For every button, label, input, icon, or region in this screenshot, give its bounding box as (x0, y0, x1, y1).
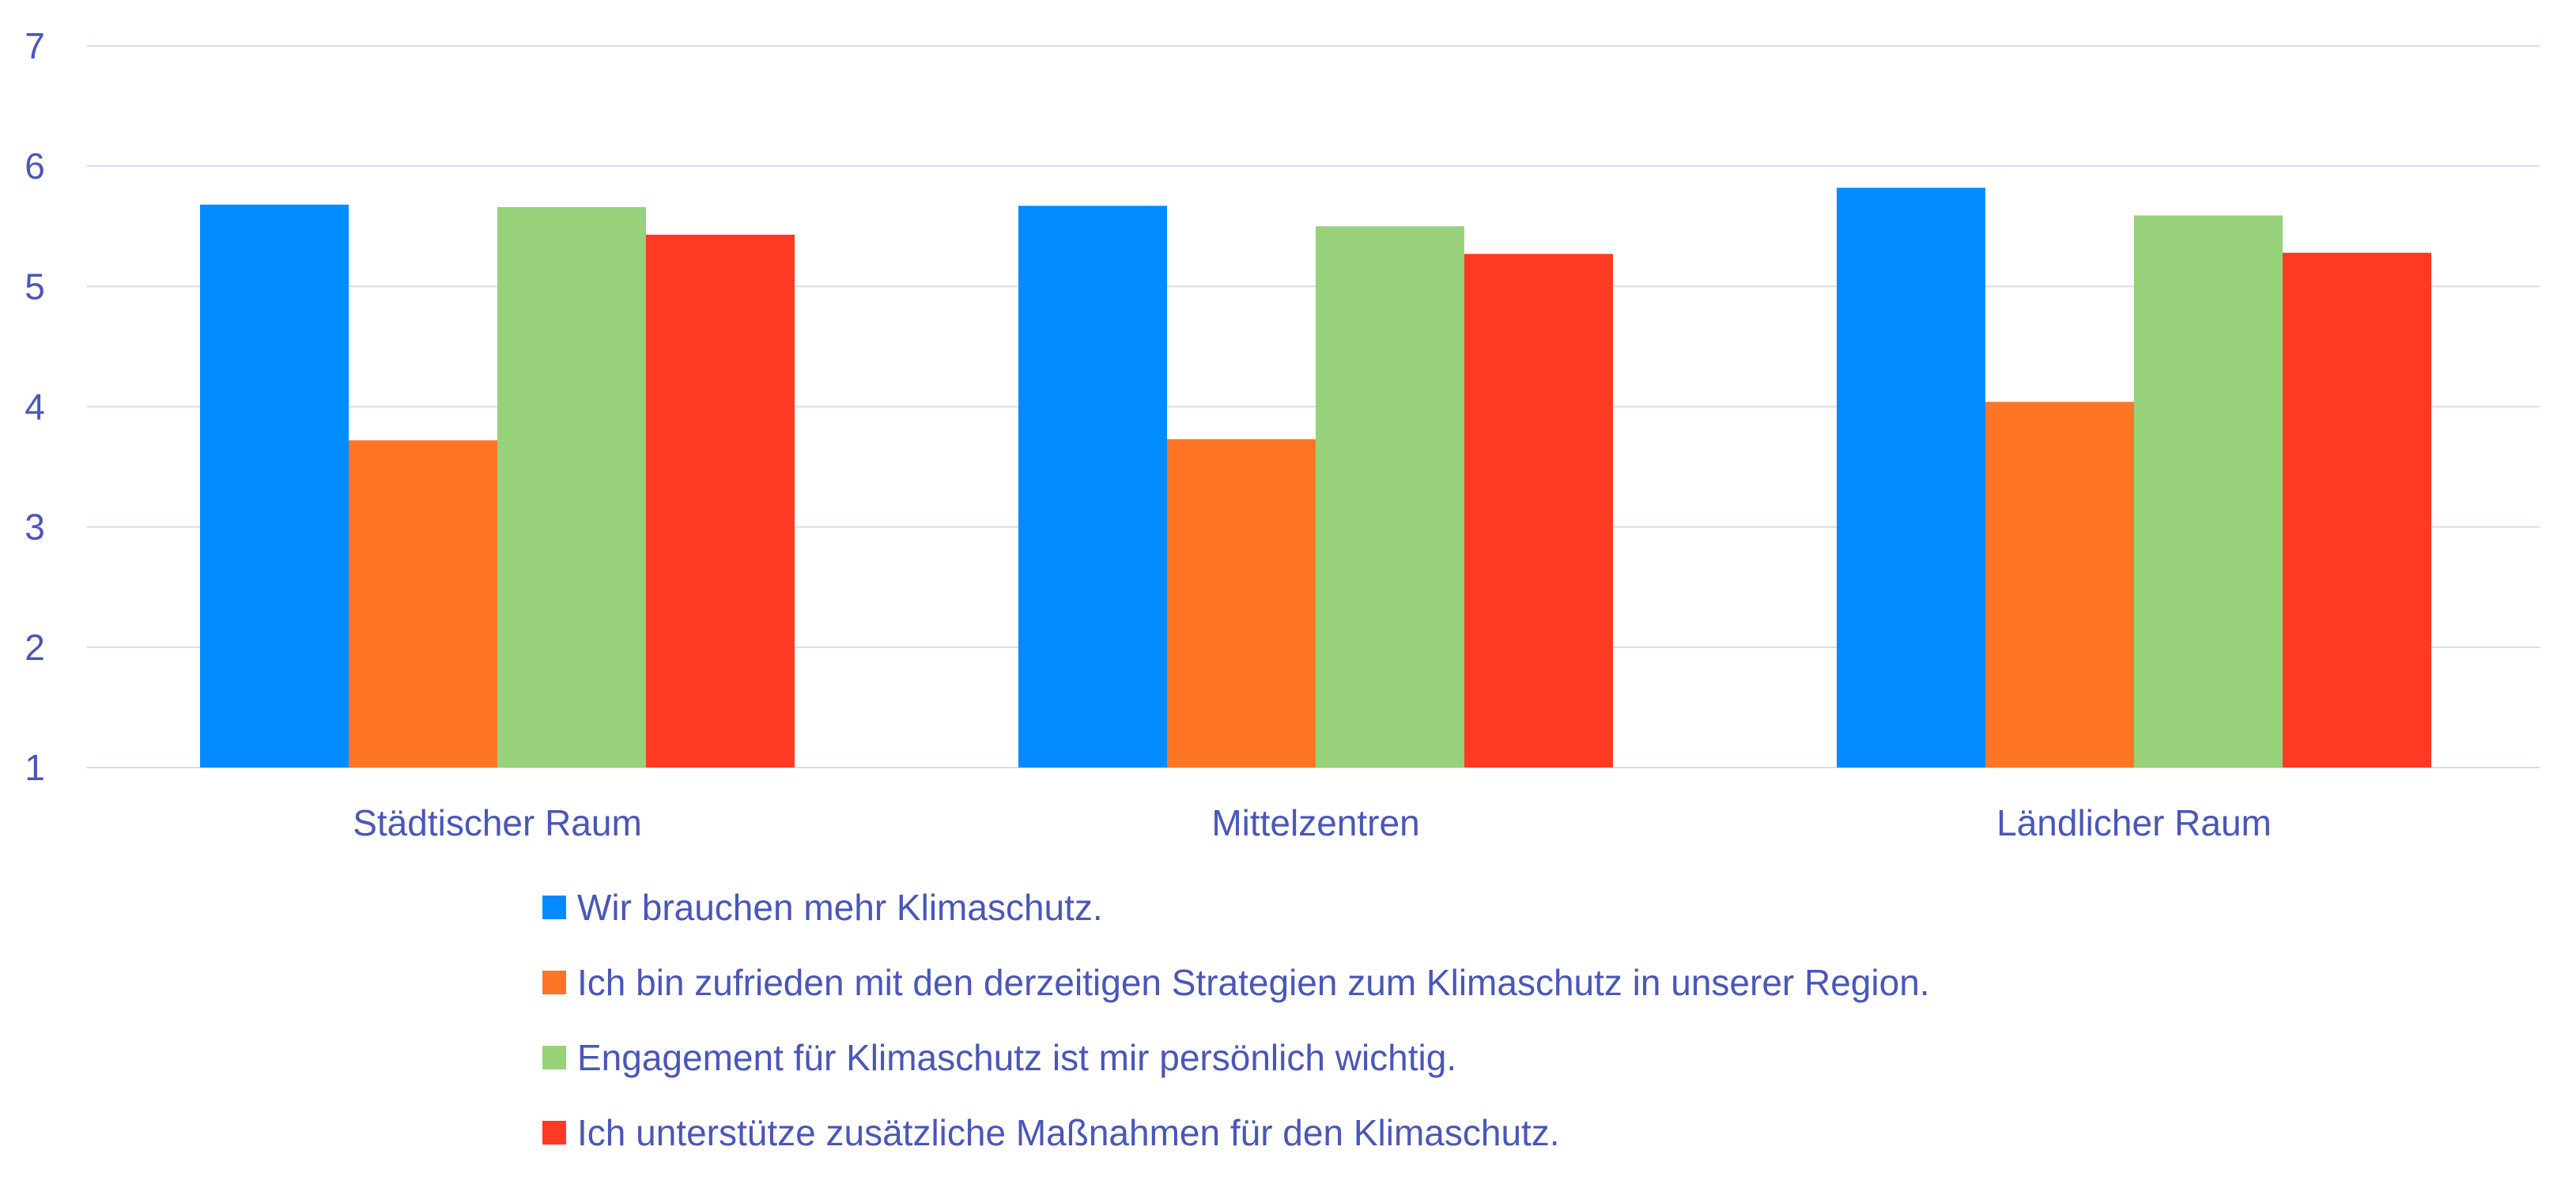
legend-item: Ich unterstütze zusätzliche Maßnahmen fü… (542, 1112, 1560, 1153)
legend-label: Ich bin zufrieden mit den derzeitigen St… (577, 962, 1930, 1003)
bar-1-series-1 (200, 204, 349, 767)
bar-2-series-1 (1018, 206, 1167, 767)
legend-label: Engagement für Klimaschutz ist mir persö… (577, 1037, 1456, 1078)
y-tick-label: 4 (25, 387, 45, 428)
legend-swatch (542, 971, 566, 994)
legend-item: Wir brauchen mehr Klimaschutz. (542, 887, 1103, 928)
y-tick-label: 1 (25, 747, 45, 788)
y-tick-label: 3 (25, 507, 45, 548)
x-category-label: Städtischer Raum (353, 802, 642, 843)
legend-swatch (542, 1046, 566, 1069)
x-category-label: Ländlicher Raum (1996, 802, 2272, 843)
y-tick-label: 6 (25, 145, 45, 187)
y-tick-label: 2 (25, 627, 45, 668)
legend-swatch (542, 896, 566, 919)
bar-3-series-4 (2283, 252, 2431, 767)
bar-1-series-4 (646, 234, 795, 767)
legend-item: Ich bin zufrieden mit den derzeitigen St… (542, 962, 1930, 1003)
legend-swatch (542, 1121, 566, 1145)
legend-label: Ich unterstütze zusätzliche Maßnahmen fü… (577, 1112, 1560, 1153)
bars (200, 187, 2431, 768)
x-category-label: Mittelzentren (1211, 802, 1419, 843)
bar-1-series-2 (349, 440, 497, 767)
bar-3-series-3 (2134, 215, 2283, 767)
x-axis-categories: Städtischer Raum Mittelzentren Ländlicher … (353, 802, 2272, 843)
bar-1-series-3 (497, 206, 646, 767)
bar-2-series-4 (1464, 254, 1613, 768)
bar-3-series-2 (1985, 402, 2134, 767)
y-tick-label: 7 (25, 25, 45, 66)
legend-label: Wir brauchen mehr Klimaschutz. (577, 887, 1103, 928)
legend: Wir brauchen mehr Klimaschutz. Ich bin zu… (542, 887, 1930, 1153)
legend-item: Engagement für Klimaschutz ist mir persö… (542, 1037, 1456, 1078)
y-tick-label: 5 (25, 266, 45, 307)
bar-3-series-1 (1837, 187, 1985, 768)
bar-2-series-3 (1316, 226, 1464, 767)
bar-2-series-2 (1167, 439, 1316, 767)
y-axis-ticks: 1 2 3 4 5 6 7 (25, 25, 45, 788)
